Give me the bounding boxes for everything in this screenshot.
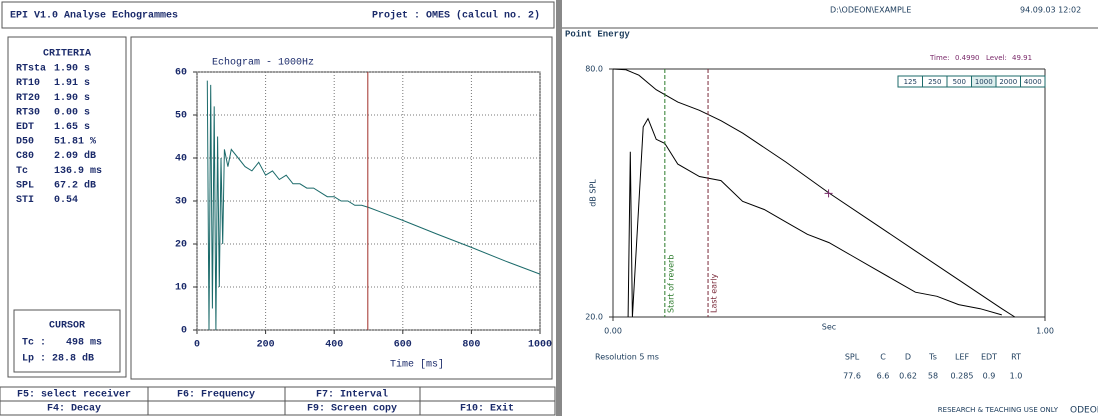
frequency-label: 1000 <box>975 78 993 86</box>
x-tick-label: 600 <box>394 340 412 351</box>
x-tick-label: 200 <box>257 340 275 351</box>
x-axis-label: Sec <box>822 323 836 332</box>
stats-value: 0.285 <box>951 372 974 381</box>
cursor-readout: 0.4990 <box>955 54 980 62</box>
left-panel <box>0 0 556 416</box>
criteria-value: 1.91 s <box>54 78 90 89</box>
criteria-value: 0.54 <box>54 195 78 206</box>
criteria-label: C80 <box>16 151 34 162</box>
cursor-readout: Level: <box>986 54 1007 62</box>
datetime: 94.09.03 12:02 <box>1020 6 1081 15</box>
criteria-value: 1.90 s <box>54 64 90 75</box>
y-tick-label: 10 <box>175 283 187 294</box>
stats-header: Ts <box>928 353 937 362</box>
function-key[interactable]: F4: Decay <box>47 404 101 415</box>
criteria-label: RTsta <box>16 64 46 75</box>
resolution: Resolution 5 ms <box>595 353 659 362</box>
criteria-label: EDT <box>16 122 34 133</box>
y-tick-label: 30 <box>175 197 187 208</box>
stats-value: 0.62 <box>899 372 917 381</box>
function-key[interactable]: F7: Interval <box>316 389 388 401</box>
frequency-label: 500 <box>953 78 966 86</box>
criteria-value: 67.2 dB <box>54 179 96 191</box>
chart-title: Point Energy <box>565 29 630 39</box>
function-key[interactable]: F9: Screen copy <box>307 404 397 415</box>
stats-value: 58 <box>928 372 938 381</box>
criteria-value: 1.90 s <box>54 93 90 104</box>
frequency-label: 125 <box>904 78 917 86</box>
criteria-title: CRITERIA <box>43 49 91 60</box>
criteria-value: 51.81 % <box>54 137 96 148</box>
cursor-title: CURSOR <box>49 321 85 332</box>
project: Projet : OMES (calcul no. 2) <box>372 10 540 22</box>
stats-header: RT <box>1011 353 1021 362</box>
footer: RESEARCH & TEACHING USE ONLY <box>938 406 1059 414</box>
criteria-label: RT20 <box>16 93 40 104</box>
marker-label: Start of reverb <box>666 255 675 313</box>
y-tick-label: 20 <box>175 240 187 251</box>
y-tick-label: 50 <box>175 111 187 122</box>
cursor-tc-label: Tc : <box>22 338 46 349</box>
function-key[interactable]: F6: Frequency <box>177 390 255 401</box>
cursor-readout: Time: <box>929 54 950 62</box>
cursor-lp: Lp : 28.8 dB <box>22 353 94 365</box>
stats-value: 77.6 <box>843 372 861 381</box>
criteria-label: STI <box>16 195 34 206</box>
function-key[interactable]: F10: Exit <box>460 403 514 415</box>
criteria-box <box>7 36 127 378</box>
file-path: D:\ODEON\EXAMPLE <box>830 6 911 15</box>
x-tick-label: 1.00 <box>1036 327 1054 336</box>
criteria-label: RT10 <box>16 78 40 89</box>
stats-header: D <box>905 353 911 362</box>
function-key[interactable]: F5: select receiver <box>17 389 131 401</box>
stats-value: 0.9 <box>983 372 996 381</box>
stats-header: SPL <box>845 353 860 362</box>
y-tick-label: 20.0 <box>585 313 603 322</box>
logo: ODEON <box>1070 406 1098 416</box>
frequency-button[interactable] <box>1020 75 1046 88</box>
frequency-label: 250 <box>928 78 941 86</box>
criteria-value: 2.09 dB <box>54 150 96 162</box>
series-line <box>612 68 1016 318</box>
y-tick-label: 40 <box>175 154 187 165</box>
stats-header: C <box>880 353 886 362</box>
cursor-box <box>13 309 121 373</box>
x-tick-label: 400 <box>325 340 343 351</box>
chart-title: Echogram - 1000Hz <box>212 57 314 69</box>
marker-label: Last early <box>710 273 719 313</box>
y-axis-label: dB SPL <box>589 179 598 207</box>
stats-value: 1.0 <box>1010 372 1023 381</box>
criteria-value: 136.9 ms <box>54 166 102 177</box>
stats-header: LEF <box>955 353 970 362</box>
series-line <box>206 80 541 331</box>
criteria-label: D50 <box>16 137 34 148</box>
header-box <box>1 1 555 29</box>
y-tick-label: 0 <box>181 326 187 337</box>
x-tick-label: 0 <box>194 340 200 351</box>
stats-value: 6.6 <box>877 372 890 381</box>
criteria-label: Tc <box>16 166 28 177</box>
chart-box <box>130 36 553 380</box>
frequency-label: 2000 <box>999 78 1017 86</box>
criteria-label: RT30 <box>16 107 40 118</box>
app-title: EPI V1.0 Analyse Echogrammes <box>10 10 178 22</box>
x-tick-label: 800 <box>462 340 480 351</box>
x-tick-label: 1000 <box>528 340 552 351</box>
criteria-value: 1.65 s <box>54 122 90 133</box>
splitter <box>556 0 562 416</box>
x-tick-label: 0.00 <box>604 327 622 336</box>
stats-header: EDT <box>981 353 997 362</box>
criteria-value: 0.00 s <box>54 107 90 118</box>
y-tick-label: 80.0 <box>585 65 603 74</box>
cursor-readout: 49.91 <box>1012 54 1032 62</box>
criteria-label: SPL <box>16 180 34 191</box>
frequency-label: 4000 <box>1024 78 1042 86</box>
cursor-tc: 498 ms <box>66 338 102 349</box>
y-tick-label: 60 <box>175 68 187 79</box>
series-line <box>627 117 1002 318</box>
cursor-plus <box>824 189 833 198</box>
x-axis-label: Time [ms] <box>390 359 444 371</box>
